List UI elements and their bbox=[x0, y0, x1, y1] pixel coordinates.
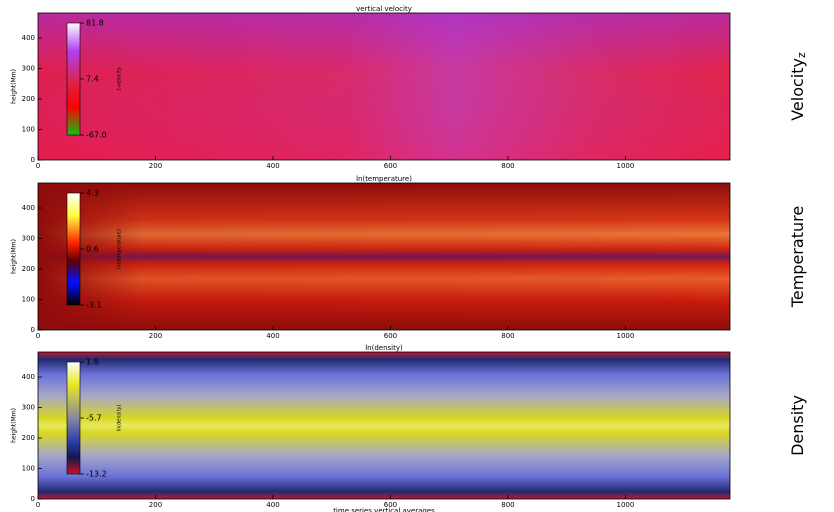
y-tick-label: 300 bbox=[22, 404, 35, 412]
x-tick-label: 600 bbox=[384, 501, 397, 509]
colorbar-label: z-velocity bbox=[117, 67, 123, 91]
y-tick-label: 0 bbox=[31, 495, 35, 503]
colorbar-tick-label: 7.4 bbox=[86, 75, 99, 84]
colorbar-tick-label: -13.2 bbox=[86, 470, 107, 479]
y-tick-label: 300 bbox=[22, 235, 35, 243]
y-tick-label: 300 bbox=[22, 65, 35, 73]
y-tick-label: 0 bbox=[31, 156, 35, 164]
row-label: Temperature bbox=[788, 206, 807, 308]
x-tick-label: 400 bbox=[266, 162, 279, 170]
y-tick-label: 200 bbox=[22, 95, 35, 103]
row-label-text: Temperature bbox=[788, 206, 807, 308]
plot-frame bbox=[37, 12, 731, 161]
y-axis-label: height(Mm) bbox=[11, 408, 18, 443]
colorbar-tick-label: -3.1 bbox=[86, 301, 102, 310]
x-tick-label: 0 bbox=[36, 162, 40, 170]
y-tick-label: 100 bbox=[22, 126, 35, 134]
colorbar-tick-label: -67.0 bbox=[86, 131, 107, 140]
plot-frame bbox=[37, 351, 731, 500]
y-tick-label: 400 bbox=[22, 34, 35, 42]
x-tick-label: 400 bbox=[266, 332, 279, 340]
y-tick-label: 100 bbox=[22, 296, 35, 304]
x-tick-label: 800 bbox=[501, 501, 514, 509]
colorbar bbox=[66, 192, 81, 306]
row-label-text: Density bbox=[788, 395, 807, 456]
colorbar-tick-label: 81.8 bbox=[86, 19, 104, 28]
colorbar-label: ln(density) bbox=[117, 405, 123, 432]
x-tick-label: 1000 bbox=[617, 162, 635, 170]
colorbar-tick-label: 1.8 bbox=[86, 358, 99, 367]
colorbar-tick-label: -5.7 bbox=[86, 414, 102, 423]
y-tick-label: 100 bbox=[22, 465, 35, 473]
row-label: Velocityz bbox=[788, 52, 809, 121]
heatmap-overlay bbox=[38, 183, 730, 330]
x-tick-label: 1000 bbox=[617, 501, 635, 509]
x-tick-label: 200 bbox=[149, 501, 162, 509]
row-label: Density bbox=[788, 395, 807, 456]
colorbar-tick-label: 0.6 bbox=[86, 245, 99, 254]
x-tick-label: 800 bbox=[501, 332, 514, 340]
y-tick-label: 400 bbox=[22, 204, 35, 212]
plot-frame bbox=[37, 182, 731, 331]
panel-title: ln(temperature) bbox=[356, 175, 412, 183]
x-tick-label: 0 bbox=[36, 332, 40, 340]
row-label-sub: z bbox=[795, 52, 808, 58]
panel-title: ln(density) bbox=[365, 344, 403, 352]
colorbar-label: ln(temperature) bbox=[117, 229, 123, 269]
y-axis-label: height(Mm) bbox=[11, 239, 18, 274]
panel-title: vertical velocity bbox=[356, 5, 412, 13]
colorbar bbox=[66, 22, 81, 136]
colorbar bbox=[66, 361, 81, 475]
heatmap bbox=[38, 352, 730, 499]
row-label-text: Velocity bbox=[788, 58, 807, 121]
x-tick-label: 200 bbox=[149, 162, 162, 170]
y-tick-label: 0 bbox=[31, 326, 35, 334]
x-tick-label: 600 bbox=[384, 332, 397, 340]
x-tick-label: 200 bbox=[149, 332, 162, 340]
y-tick-label: 200 bbox=[22, 265, 35, 273]
y-tick-label: 400 bbox=[22, 373, 35, 381]
y-tick-label: 200 bbox=[22, 434, 35, 442]
x-tick-label: 400 bbox=[266, 501, 279, 509]
heatmap-overlay bbox=[38, 13, 730, 160]
x-tick-label: 1000 bbox=[617, 332, 635, 340]
x-tick-label: 600 bbox=[384, 162, 397, 170]
y-axis-label: height(Mm) bbox=[11, 69, 18, 104]
x-tick-label: 0 bbox=[36, 501, 40, 509]
x-tick-label: 800 bbox=[501, 162, 514, 170]
colorbar-tick-label: 4.3 bbox=[86, 189, 99, 198]
x-axis-label: time series vertical averages bbox=[333, 507, 435, 512]
